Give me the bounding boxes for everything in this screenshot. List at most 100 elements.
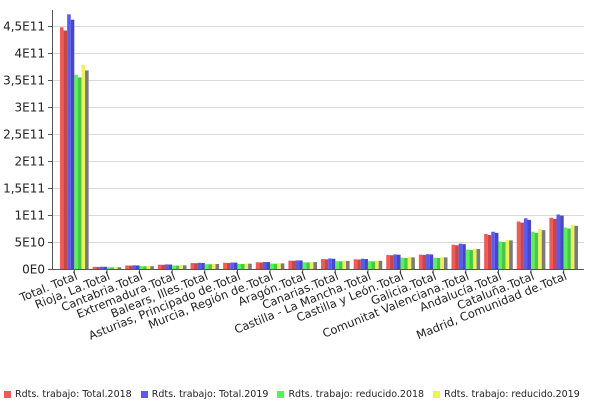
legend-swatch xyxy=(433,390,441,398)
bar xyxy=(179,265,183,269)
bar xyxy=(262,261,267,269)
bar xyxy=(70,19,75,270)
bar xyxy=(552,218,557,269)
legend-item: Rdts. trabajo: reducido.2019 xyxy=(433,389,580,400)
bar xyxy=(407,257,412,269)
bar xyxy=(451,244,456,269)
bar xyxy=(567,228,571,269)
y-tick-label: 3E11 xyxy=(15,101,46,115)
bar xyxy=(509,240,513,269)
bar xyxy=(175,265,180,269)
bar xyxy=(233,262,238,269)
bar xyxy=(226,262,231,269)
bar xyxy=(367,261,372,269)
bar xyxy=(378,260,383,269)
bar xyxy=(96,266,100,269)
bar xyxy=(502,242,506,269)
y-tick-label: 4E11 xyxy=(15,47,46,61)
bar xyxy=(168,264,173,269)
legend-label: Rdts. trabajo: Total.2019 xyxy=(151,388,269,400)
bar xyxy=(520,222,524,269)
bar xyxy=(531,231,535,269)
bar xyxy=(404,257,408,269)
bar xyxy=(426,254,430,269)
bar xyxy=(273,263,278,269)
bar xyxy=(295,260,300,269)
bar xyxy=(324,259,329,269)
bars xyxy=(60,14,578,270)
bar xyxy=(353,259,358,269)
bar xyxy=(223,262,227,269)
bar xyxy=(60,27,64,269)
y-tick-label: 5E10 xyxy=(15,236,46,250)
bar xyxy=(143,266,147,269)
bar xyxy=(433,257,437,269)
bar xyxy=(393,254,397,269)
bar xyxy=(194,263,198,269)
bar xyxy=(197,262,202,269)
bar xyxy=(443,257,448,269)
bar xyxy=(241,263,245,269)
bar xyxy=(230,262,234,269)
y-tick-label: 2,5E11 xyxy=(3,128,45,142)
bar xyxy=(63,30,68,269)
bar xyxy=(538,229,542,269)
bar xyxy=(165,264,169,269)
bar xyxy=(534,232,539,269)
bar xyxy=(309,261,314,269)
bar xyxy=(465,249,470,269)
bar xyxy=(114,267,118,269)
bar xyxy=(338,261,343,269)
bar xyxy=(516,221,521,269)
bar xyxy=(422,254,427,269)
bar xyxy=(570,224,575,269)
bar xyxy=(472,248,477,269)
bar xyxy=(128,265,133,269)
bar xyxy=(328,258,332,269)
y-tick-label: 2E11 xyxy=(15,155,46,169)
legend-label: Rdts. trabajo: reducido.2018 xyxy=(288,388,425,400)
y-axis-tick-labels: 0E0 5E10 1E11 1,5E11 2E11 2,5E11 3E11 3,5E11 4E1… xyxy=(3,20,45,277)
bar xyxy=(244,263,249,269)
bar xyxy=(389,255,394,269)
bar xyxy=(436,257,441,269)
legend-swatch xyxy=(140,390,148,398)
bar xyxy=(277,263,281,269)
bar xyxy=(259,262,263,269)
bar xyxy=(74,74,78,269)
bar xyxy=(280,263,285,269)
bar xyxy=(135,265,140,269)
bar xyxy=(505,239,510,269)
bar xyxy=(400,257,405,269)
bar xyxy=(386,254,390,269)
bar xyxy=(215,263,220,269)
bar xyxy=(487,235,492,269)
bar xyxy=(484,233,488,269)
bar xyxy=(418,254,423,269)
grid-lines xyxy=(52,26,584,270)
bar xyxy=(103,266,107,269)
y-tick-label: 3,5E11 xyxy=(3,74,45,88)
bar xyxy=(248,263,252,269)
bar xyxy=(346,260,350,269)
bar xyxy=(172,265,176,269)
bar xyxy=(455,245,459,269)
legend: Rdts. trabajo: Total.2018 Rdts. trabajo: … xyxy=(4,387,589,401)
bar xyxy=(335,261,339,269)
legend-swatch xyxy=(4,390,11,398)
bar xyxy=(458,243,463,269)
bar xyxy=(411,257,415,269)
bar xyxy=(396,254,401,269)
bar xyxy=(125,265,129,269)
bar xyxy=(360,258,365,269)
bar xyxy=(81,65,86,269)
bar xyxy=(106,267,111,269)
bar xyxy=(270,263,274,269)
bar xyxy=(150,266,154,269)
legend-item: Rdts. trabajo: Total.2019 xyxy=(140,388,269,400)
bar xyxy=(342,260,347,269)
bar xyxy=(364,259,368,269)
bar xyxy=(291,260,296,269)
